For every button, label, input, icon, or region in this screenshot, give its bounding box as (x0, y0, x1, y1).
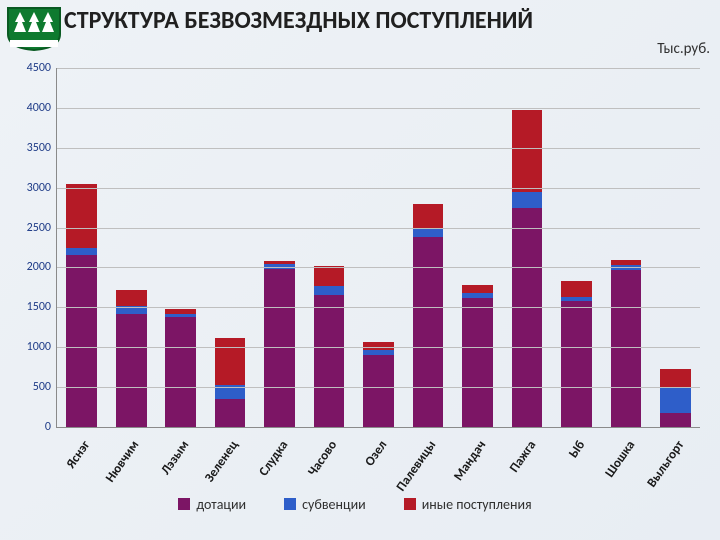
bar-segment-dot (413, 237, 444, 427)
bar-segment-dot (215, 399, 246, 427)
y-tick: 4000 (27, 101, 51, 115)
bar (512, 110, 543, 427)
legend-swatch (178, 498, 190, 510)
bar-segment-dot (611, 270, 642, 427)
legend-item: иные поступления (404, 496, 532, 513)
bar-segment-sub (66, 248, 97, 256)
legend-label: дотации (196, 496, 246, 513)
y-tick: 3500 (27, 141, 51, 155)
bar-segment-dot (363, 355, 394, 427)
grid-line (57, 188, 700, 189)
bar-segment-dot (462, 298, 493, 427)
y-tick: 1500 (27, 300, 51, 314)
bar-segment-dot (561, 301, 592, 427)
bar-slot (552, 68, 601, 427)
bar-slot (403, 68, 452, 427)
bar (215, 338, 246, 427)
legend-label: иные поступления (422, 496, 532, 513)
bar (413, 204, 444, 427)
bar (611, 260, 642, 427)
grid-line (57, 68, 700, 69)
y-tick: 3000 (27, 181, 51, 195)
x-label: Выльгорт (645, 438, 688, 490)
bar-segment-other (462, 285, 493, 293)
bar-segment-sub (314, 286, 345, 296)
legend-item: дотации (178, 496, 246, 513)
x-label: Шошка (602, 438, 638, 480)
chart: 050010001500200025003000350040004500 Ясн… (10, 68, 700, 518)
y-tick: 0 (45, 420, 51, 434)
bar-slot (651, 68, 700, 427)
bar-slot (106, 68, 155, 427)
bar (363, 342, 394, 427)
bar-segment-other (116, 290, 147, 306)
bar-slot (304, 68, 353, 427)
bar-segment-other (215, 338, 246, 384)
page-title: СТРУКТУРА БЕЗВОЗМЕЗДНЫХ ПОСТУПЛЕНИЙ (64, 6, 714, 35)
bar-segment-other (66, 184, 97, 248)
bar-slot (502, 68, 551, 427)
bar (116, 290, 147, 427)
bar (165, 309, 196, 427)
bar (66, 184, 97, 427)
x-label: Мандач (451, 438, 489, 484)
legend-item: субвенции (284, 496, 366, 513)
bar (561, 281, 592, 427)
bar (264, 261, 295, 427)
grid-line (57, 307, 700, 308)
bar-slot (156, 68, 205, 427)
legend: дотации субвенции иные поступления (10, 492, 700, 516)
legend-label: субвенции (302, 496, 366, 513)
bar-segment-other (660, 369, 691, 387)
x-label: Пажга (506, 438, 538, 475)
x-label: Слудка (256, 438, 291, 479)
bar-segment-other (413, 204, 444, 230)
bars-container (57, 68, 700, 427)
grid-line (57, 108, 700, 109)
bar-slot (354, 68, 403, 427)
bar-segment-sub (413, 229, 444, 237)
bar-segment-sub (512, 192, 543, 208)
bar-segment-dot (165, 317, 196, 427)
x-label: Зеленец (202, 438, 241, 485)
x-label: Лэзым (158, 438, 192, 478)
units-label: Тыс.руб. (657, 40, 710, 58)
y-tick: 2000 (27, 260, 51, 274)
bar-slot (601, 68, 650, 427)
y-tick: 500 (33, 380, 51, 394)
grid-line (57, 347, 700, 348)
grid-line (57, 267, 700, 268)
bar-slot (205, 68, 254, 427)
grid-line (57, 387, 700, 388)
bar-segment-sub (660, 387, 691, 413)
x-label: Часово (306, 438, 341, 479)
emblem-badge (6, 6, 62, 52)
bar-segment-other (561, 281, 592, 297)
bar-segment-dot (116, 314, 147, 427)
bar-slot (255, 68, 304, 427)
bar (462, 285, 493, 427)
grid-line (57, 148, 700, 149)
x-label: Нювчим (103, 438, 142, 485)
bar-segment-other (314, 266, 345, 286)
x-label: Яснэг (63, 438, 93, 471)
bar-slot (57, 68, 106, 427)
legend-swatch (284, 498, 296, 510)
y-tick: 1000 (27, 340, 51, 354)
bar-segment-dot (660, 413, 691, 427)
legend-swatch (404, 498, 416, 510)
bar-segment-other (512, 110, 543, 191)
y-tick: 4500 (27, 61, 51, 75)
bar-segment-dot (512, 208, 543, 427)
bar-segment-dot (66, 255, 97, 427)
plot-area: 050010001500200025003000350040004500 (56, 68, 700, 428)
x-label: Ыб (566, 438, 588, 461)
bar (660, 369, 691, 427)
x-label: Озел (362, 438, 390, 469)
grid-line (57, 228, 700, 229)
bar-segment-dot (314, 295, 345, 427)
y-tick: 2500 (27, 221, 51, 235)
bar-slot (453, 68, 502, 427)
